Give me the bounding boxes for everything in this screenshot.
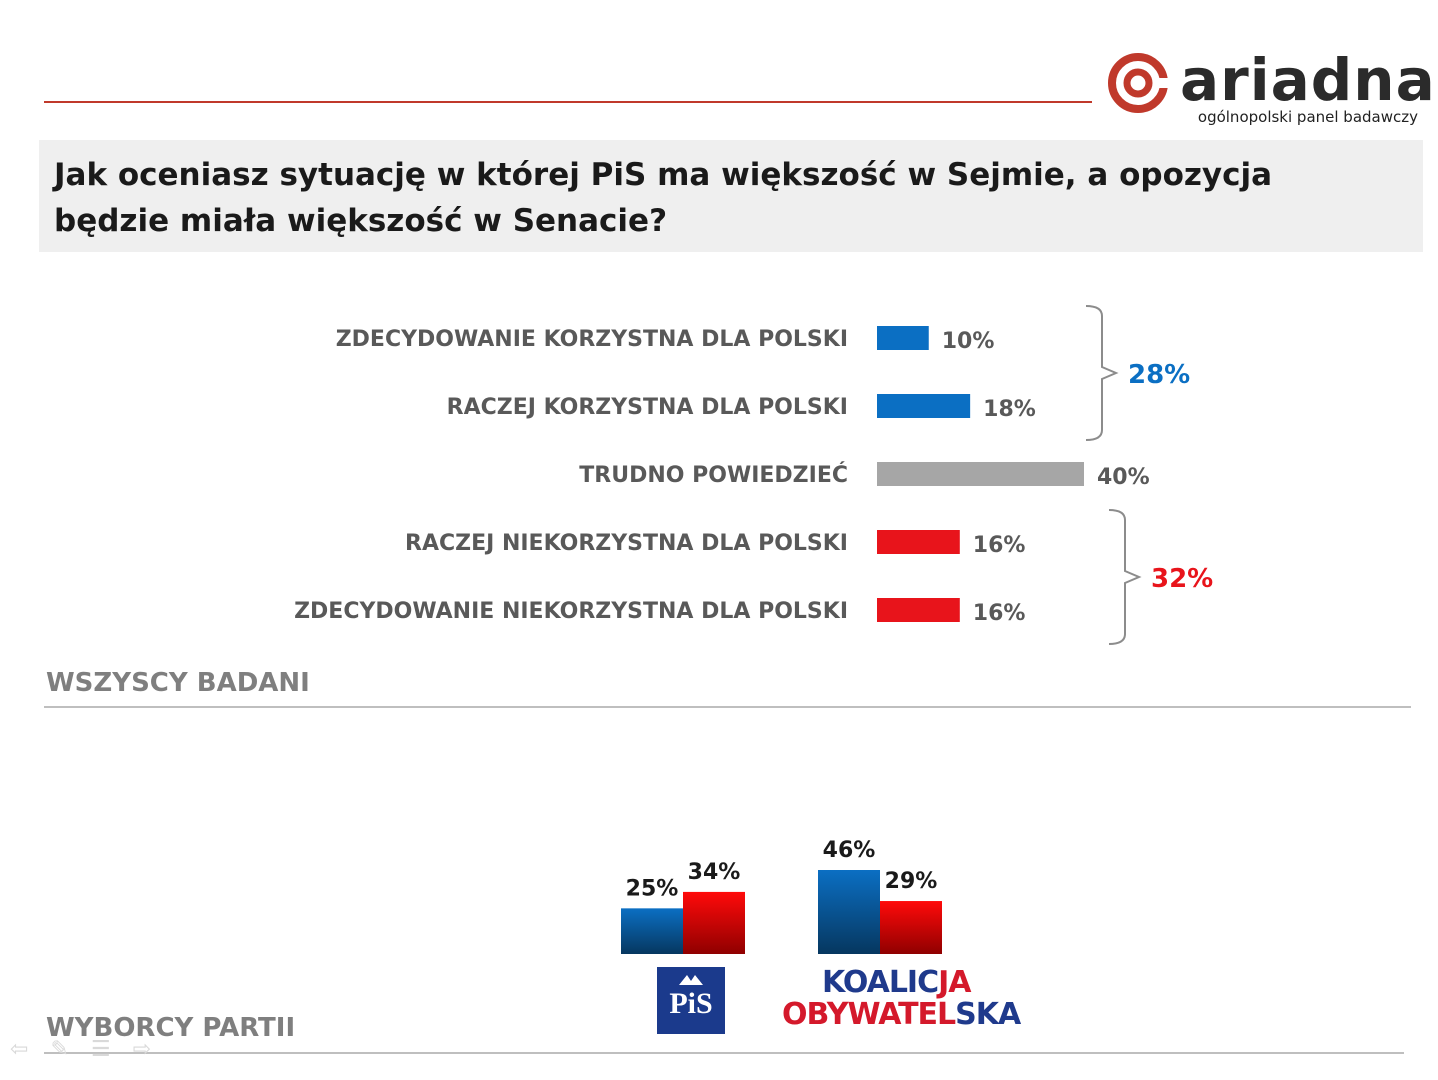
bar <box>818 870 880 954</box>
value-label: 10% <box>942 329 995 354</box>
bracket <box>1085 305 1119 441</box>
bar <box>877 394 971 418</box>
bracket <box>1108 509 1142 645</box>
question-box: Jak oceniasz sytuację w której PiS ma wi… <box>39 140 1423 252</box>
value-label: 29% <box>885 869 938 894</box>
category-label: RACZEJ NIEKORZYSTNA DLA POLSKI <box>405 531 848 556</box>
value-label: 25% <box>626 876 679 901</box>
value-label: 46% <box>823 838 876 863</box>
forward-arrow-icon[interactable]: ⇨ <box>132 1036 174 1061</box>
bar <box>683 891 745 954</box>
party-bar-chart: 25% 34% 46% 29% <box>621 838 942 954</box>
logo-tagline: ogólnopolski panel badawczy <box>1197 108 1418 126</box>
bar <box>621 908 683 954</box>
category-label: ZDECYDOWANIE KORZYSTNA DLA POLSKI <box>336 327 848 352</box>
back-arrow-icon[interactable]: ⇦ <box>10 1036 51 1061</box>
menu-icon[interactable]: ☰ <box>90 1036 133 1061</box>
bracket-total-label: 32% <box>1151 564 1213 594</box>
logo-wordmark: ariadna <box>1180 46 1436 114</box>
ariadna-logo-icon <box>1108 53 1170 113</box>
ko-logo: KOALICJA OBYWATELSKA <box>782 965 1021 1035</box>
overall-bar-chart: ZDECYDOWANIE KORZYSTNA DLA POLSKI 10% RACZ… <box>294 305 1213 645</box>
value-label: 18% <box>983 397 1036 422</box>
bar <box>877 598 960 622</box>
value-label: 34% <box>688 860 741 885</box>
eagle-icon <box>679 975 703 985</box>
value-label: 16% <box>973 601 1026 626</box>
section-rule-all <box>44 706 1411 708</box>
ko-logo-line2: OBYWATELSKA <box>782 997 1021 1032</box>
bar <box>877 326 929 350</box>
bar <box>877 530 960 554</box>
question-title: Jak oceniasz sytuację w której PiS ma wi… <box>54 157 1273 239</box>
value-label: 16% <box>973 533 1026 558</box>
ko-logo-line1: KOALICJA <box>822 965 972 1000</box>
bracket-total-label: 28% <box>1128 360 1190 390</box>
header-rule <box>44 101 1092 103</box>
category-label: RACZEJ KORZYSTNA DLA POLSKI <box>447 395 848 420</box>
category-label: TRUDNO POWIEDZIEĆ <box>579 462 848 488</box>
pis-logo: PiS <box>657 967 725 1034</box>
ariadna-logo: ariadna ogólnopolski panel badawczy <box>1104 46 1435 130</box>
value-label: 40% <box>1097 465 1150 490</box>
pen-icon[interactable]: ✎ <box>50 1036 91 1061</box>
bar <box>877 462 1084 486</box>
pis-logo-text: PiS <box>669 987 713 1020</box>
section-rule-party <box>44 1052 1404 1054</box>
bar <box>880 901 942 954</box>
section-label-all: WSZYSCY BADANI <box>46 668 310 698</box>
section-label-party: WYBORCY PARTII <box>46 1013 296 1043</box>
slide-nav[interactable]: ⇦✎☰⇨ <box>10 1036 173 1062</box>
category-label: ZDECYDOWANIE NIEKORZYSTNA DLA POLSKI <box>294 599 848 624</box>
